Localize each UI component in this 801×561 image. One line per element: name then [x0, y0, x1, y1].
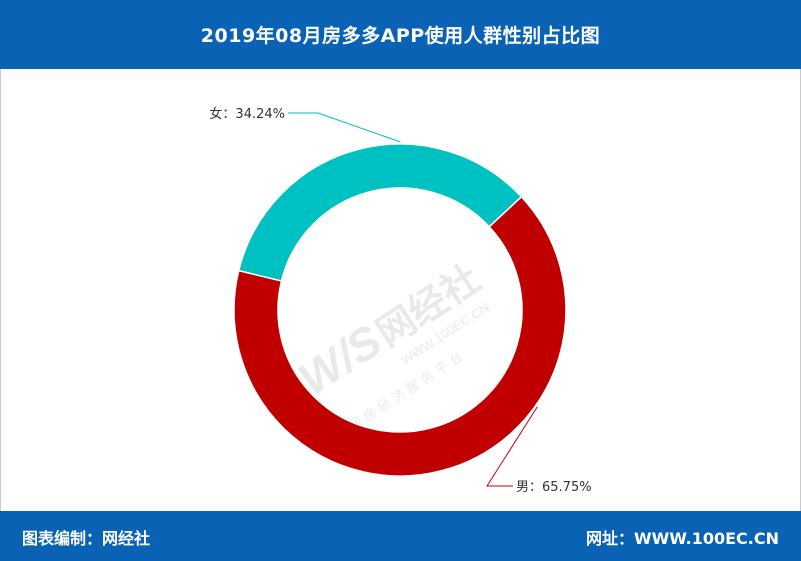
- data-label-0: 女：34.24%: [209, 106, 285, 122]
- donut-slice-0: [237, 143, 523, 282]
- header-bar: 2019年08月房多多APP使用人群性别占比图: [0, 0, 801, 69]
- footer-source: 图表编制：网经社: [22, 529, 151, 548]
- footer-website: 网址：WWW.100EC.CN: [585, 529, 779, 548]
- footer-bar: 图表编制：网经社 网址：WWW.100EC.CN: [0, 511, 801, 561]
- donut-slice-1: [233, 195, 567, 477]
- leader-line-1: [486, 406, 538, 487]
- leader-line-0: [288, 112, 401, 143]
- donut-chart: W/S 网经社 WWW.100EC.CN 网 络 经 济 服 务 平 台 女：3…: [209, 106, 592, 495]
- chart-title: 2019年08月房多多APP使用人群性别占比图: [200, 25, 601, 47]
- data-label-1: 男：65.75%: [516, 480, 592, 495]
